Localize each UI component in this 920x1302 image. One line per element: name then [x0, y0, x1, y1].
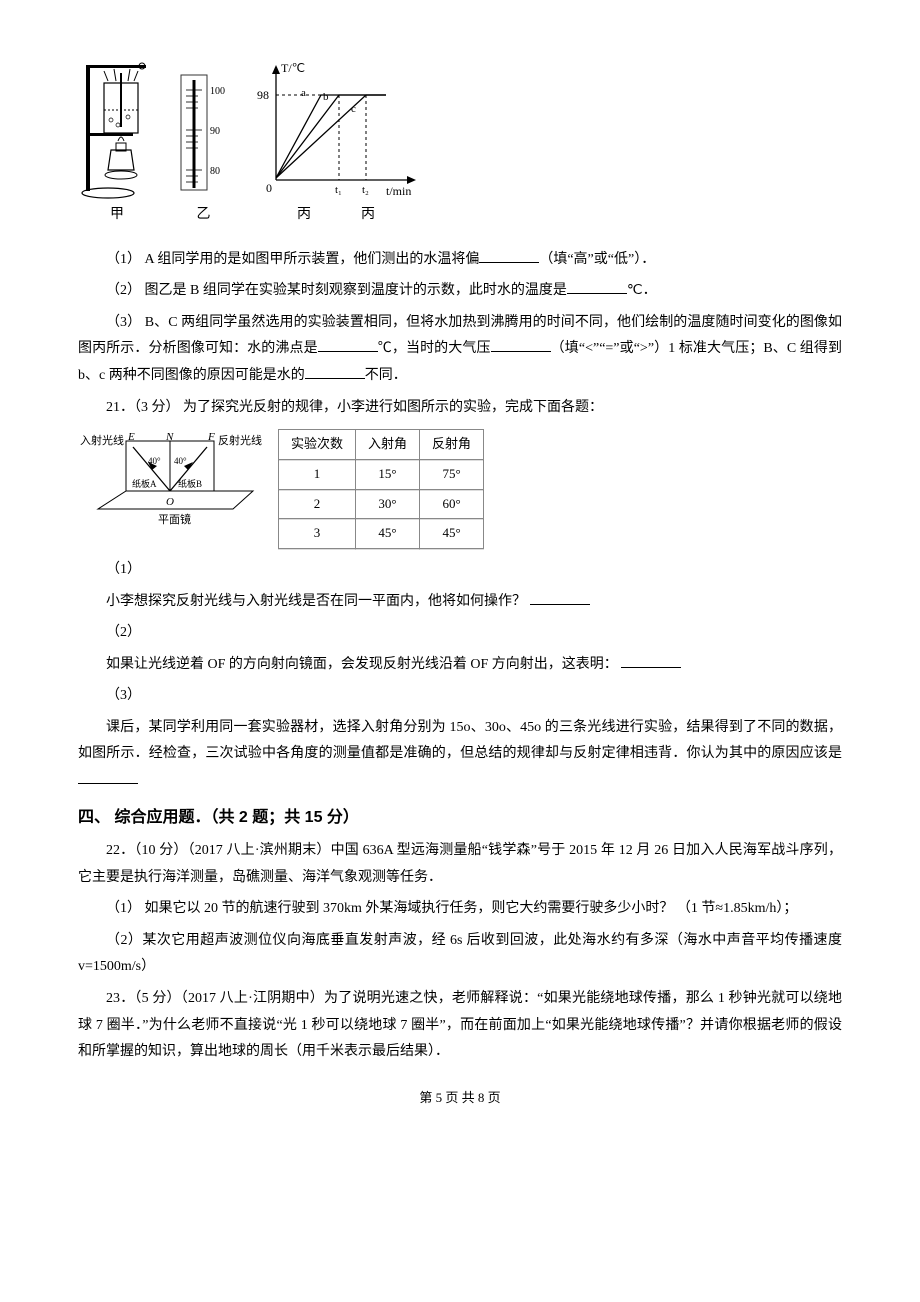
- chart-figure: T/℃ t/min 98 a b c t₁ t₂ 0 丙 丙: [251, 60, 421, 229]
- svg-text:反射光线: 反射光线: [218, 433, 262, 447]
- blank: [491, 338, 551, 352]
- svg-text:80: 80: [210, 166, 220, 177]
- svg-text:98: 98: [257, 88, 269, 102]
- table-cell: 30°: [356, 489, 420, 519]
- page-footer: 第 5 页 共 8 页: [78, 1086, 842, 1111]
- thermometer-figure: 100 90 80 乙: [176, 70, 231, 229]
- svg-text:c: c: [351, 103, 356, 115]
- q21-p1: 小李想探究反射光线与入射光线是否在同一平面内，他将如何操作？: [78, 589, 842, 616]
- blank: [318, 338, 378, 352]
- q21-p3: 课后，某同学利用同一套实验器材，选择入射角分别为 15o、30o、45o 的三条…: [78, 715, 842, 795]
- svg-text:b: b: [323, 91, 329, 103]
- svg-text:N: N: [165, 431, 174, 443]
- table-cell: 60°: [420, 489, 484, 519]
- apparatus-label: 甲: [110, 202, 124, 229]
- q20-part1: （1） A 组同学用的是如图甲所示装置，他们测出的水温将偏 （填“高”或“低”）．: [78, 247, 842, 274]
- thermometer-label: 乙: [197, 202, 211, 229]
- svg-text:40°: 40°: [174, 456, 187, 466]
- table-cell: 45°: [420, 519, 484, 549]
- q22-p1: （1） 如果它以 20 节的航速行驶到 370km 外某海域执行任务，则它大约需…: [78, 896, 842, 923]
- table-row: 1 15° 75°: [279, 459, 484, 489]
- q20-part3: （3） B、C 两组同学虽然选用的实验装置相同，但将水加热到沸腾用的时间不同，他…: [78, 310, 842, 390]
- svg-text:E: E: [127, 431, 135, 443]
- q20-part1-text: （1） A 组同学用的是如图甲所示装置，他们测出的水温将偏: [106, 252, 479, 267]
- q20-part1-suffix: （填“高”或“低”）．: [539, 252, 655, 267]
- q22-p2: （2）某次它用超声波测位仪向海底垂直发射声波，经 6s 后收到回波，此处海水约有…: [78, 928, 842, 981]
- reflection-diagram: 入射光线 反射光线 E N F 40° 40° 纸板A 纸板B O 平面镜: [78, 429, 263, 539]
- chart-svg: T/℃ t/min 98 a b c t₁ t₂ 0: [251, 60, 421, 200]
- q20-part2: （2） 图乙是 B 组同学在实验某时刻观察到温度计的示数，此时水的温度是 ℃．: [78, 278, 842, 305]
- table-cell: 2: [279, 489, 356, 519]
- blank: [530, 591, 590, 605]
- q21-figure-row: 入射光线 反射光线 E N F 40° 40° 纸板A 纸板B O 平面镜 实验…: [78, 429, 842, 549]
- table-row: 3 45° 45°: [279, 519, 484, 549]
- q20-p3d: 不同．: [365, 368, 407, 383]
- q20-p3b: ℃，当时的大气压: [378, 341, 491, 356]
- svg-text:t/min: t/min: [386, 184, 411, 198]
- svg-text:40°: 40°: [148, 456, 161, 466]
- q21-p2-num: （2）: [78, 620, 842, 647]
- svg-text:F: F: [207, 431, 215, 443]
- table-cell: 15°: [356, 459, 420, 489]
- svg-text:0: 0: [266, 181, 272, 195]
- thermometer-svg: 100 90 80: [176, 70, 231, 200]
- table-h2: 入射角: [356, 430, 420, 460]
- q23-head: 23．（5 分）（2017 八上·江阴期中）为了说明光速之快，老师解释说：“如果…: [78, 986, 842, 1066]
- table-row: 2 30° 60°: [279, 489, 484, 519]
- svg-text:t₁: t₁: [335, 184, 342, 196]
- svg-text:O: O: [166, 496, 174, 508]
- q21-p3-num: （3）: [78, 683, 842, 710]
- table-cell: 3: [279, 519, 356, 549]
- q21-p1-num: （1）: [78, 557, 842, 584]
- table-header-row: 实验次数 入射角 反射角: [279, 430, 484, 460]
- chart-label-left: 丙: [297, 202, 311, 229]
- apparatus-svg: [78, 55, 156, 200]
- svg-text:100: 100: [210, 86, 225, 97]
- svg-text:平面镜: 平面镜: [158, 512, 191, 526]
- blank: [567, 280, 627, 294]
- q21-head: 21．（3 分） 为了探究光反射的规律，小李进行如图所示的实验，完成下面各题：: [78, 395, 842, 422]
- q21-p2: 如果让光线逆着 OF 的方向射向镜面，会发现反射光线沿着 OF 方向射出，这表明…: [78, 652, 842, 679]
- svg-text:纸板B: 纸板B: [178, 478, 202, 489]
- table-h3: 反射角: [420, 430, 484, 460]
- q22-head: 22．（10 分）（2017 八上·滨州期末）中国 636A 型远海测量船“钱学…: [78, 838, 842, 891]
- svg-text:t₂: t₂: [362, 184, 369, 196]
- table-h1: 实验次数: [279, 430, 356, 460]
- blank: [621, 654, 681, 668]
- q21-p3-text: 课后，某同学利用同一套实验器材，选择入射角分别为 15o、30o、45o 的三条…: [78, 720, 842, 762]
- svg-text:a: a: [301, 87, 306, 99]
- figure-row: 甲 100 90 80 乙 T/℃ t/: [78, 55, 842, 229]
- table-cell: 1: [279, 459, 356, 489]
- q20-part2-suffix: ℃．: [627, 283, 657, 298]
- svg-text:入射光线: 入射光线: [80, 433, 124, 447]
- section-4-head: 四、 综合应用题．（共 2 题；共 15 分）: [78, 803, 842, 833]
- svg-text:纸板A: 纸板A: [132, 478, 157, 489]
- q21-p2-text: 如果让光线逆着 OF 的方向射向镜面，会发现反射光线沿着 OF 方向射出，这表明…: [106, 657, 618, 672]
- blank: [479, 249, 539, 263]
- chart-label-right: 丙: [361, 202, 375, 229]
- table-cell: 75°: [420, 459, 484, 489]
- apparatus-figure: 甲: [78, 55, 156, 229]
- q21-data-table: 实验次数 入射角 反射角 1 15° 75° 2 30° 60° 3 45° 4…: [278, 429, 484, 549]
- q21-p1-text: 小李想探究反射光线与入射光线是否在同一平面内，他将如何操作？: [106, 594, 526, 609]
- blank: [78, 770, 138, 784]
- svg-text:90: 90: [210, 126, 220, 137]
- svg-text:T/℃: T/℃: [281, 61, 305, 75]
- q20-part2-text: （2） 图乙是 B 组同学在实验某时刻观察到温度计的示数，此时水的温度是: [106, 283, 567, 298]
- table-cell: 45°: [356, 519, 420, 549]
- blank: [305, 365, 365, 379]
